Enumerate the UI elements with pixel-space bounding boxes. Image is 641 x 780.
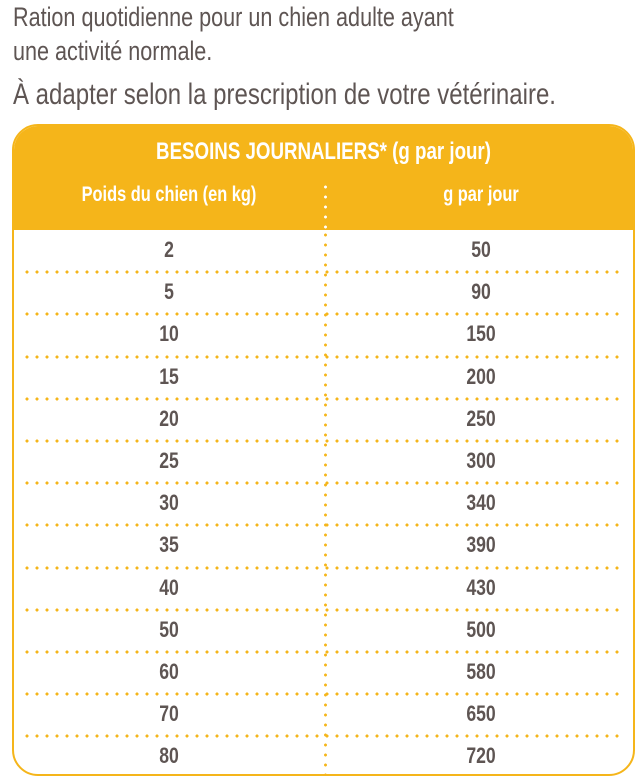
weight-cell: 15 [159, 363, 179, 389]
row-divider [22, 354, 625, 359]
weight-cell: 20 [159, 405, 179, 431]
table-row: 15 200 [14, 357, 633, 401]
weight-cell: 30 [159, 490, 179, 516]
row-divider [22, 565, 625, 570]
weight-cell: 50 [159, 616, 179, 642]
table-row: 20 250 [14, 399, 633, 443]
grams-cell: 150 [466, 321, 496, 347]
weight-cell: 2 [164, 237, 174, 262]
table-title: BESOINS JOURNALIERS* (g par jour) [156, 138, 491, 165]
grams-cell: 500 [466, 616, 496, 642]
column-header-weight: Poids du chien (en kg) [81, 183, 257, 206]
table-row: 35 390 [14, 525, 633, 570]
grams-cell: 300 [466, 447, 496, 473]
grams-cell: 430 [466, 574, 496, 600]
row-divider [22, 481, 625, 486]
intro-line-2: une activité normale. [13, 36, 213, 66]
row-divider [22, 734, 625, 739]
table-row: 60 580 [14, 652, 633, 697]
table-row: 50 500 [14, 610, 633, 654]
weight-cell: 5 [164, 279, 174, 305]
table-row: 70 650 [14, 694, 633, 739]
grams-cell: 50 [471, 237, 491, 262]
grams-cell: 390 [466, 532, 496, 558]
table-header: BESOINS JOURNALIERS* (g par jour) Poids … [14, 126, 633, 230]
table-row: 5 90 [14, 272, 633, 317]
intro-line-3: À adapter selon la prescription de votre… [13, 78, 556, 111]
weight-cell: 60 [159, 658, 179, 684]
column-divider [324, 230, 327, 774]
grams-cell: 340 [466, 490, 496, 516]
intro-line-1: Ration quotidienne pour un chien adulte … [13, 2, 454, 32]
weight-cell: 35 [159, 532, 179, 558]
row-divider [22, 523, 625, 528]
grams-cell: 580 [466, 658, 496, 684]
grams-cell: 90 [471, 279, 491, 305]
row-divider [22, 692, 625, 697]
grams-cell: 200 [466, 363, 496, 389]
header-column-divider [324, 182, 327, 230]
weight-cell: 80 [159, 743, 179, 769]
table-row: 25 300 [14, 441, 633, 486]
column-header-grams: g par jour [443, 183, 519, 206]
table-row: 40 430 [14, 568, 633, 612]
table-body: 2 50 5 90 10 150 15 200 20 250 25 300 30 340 35 390 40 43… [14, 230, 633, 774]
table-row: 30 340 [14, 483, 633, 528]
weight-cell: 40 [159, 574, 179, 600]
row-divider [22, 649, 625, 654]
weight-cell: 70 [159, 701, 179, 727]
table-row: 2 50 [14, 230, 633, 275]
table-row: 80 720 [14, 736, 633, 774]
table-row: 10 150 [14, 314, 633, 359]
weight-cell: 10 [159, 321, 179, 347]
row-divider [22, 396, 625, 401]
grams-cell: 650 [466, 701, 496, 727]
daily-ration-table: BESOINS JOURNALIERS* (g par jour) Poids … [12, 124, 635, 776]
row-divider [22, 270, 625, 275]
row-divider [22, 312, 625, 317]
grams-cell: 720 [466, 743, 496, 769]
grams-cell: 250 [466, 405, 496, 431]
row-divider [22, 607, 625, 612]
weight-cell: 25 [159, 447, 179, 473]
row-divider [22, 438, 625, 443]
